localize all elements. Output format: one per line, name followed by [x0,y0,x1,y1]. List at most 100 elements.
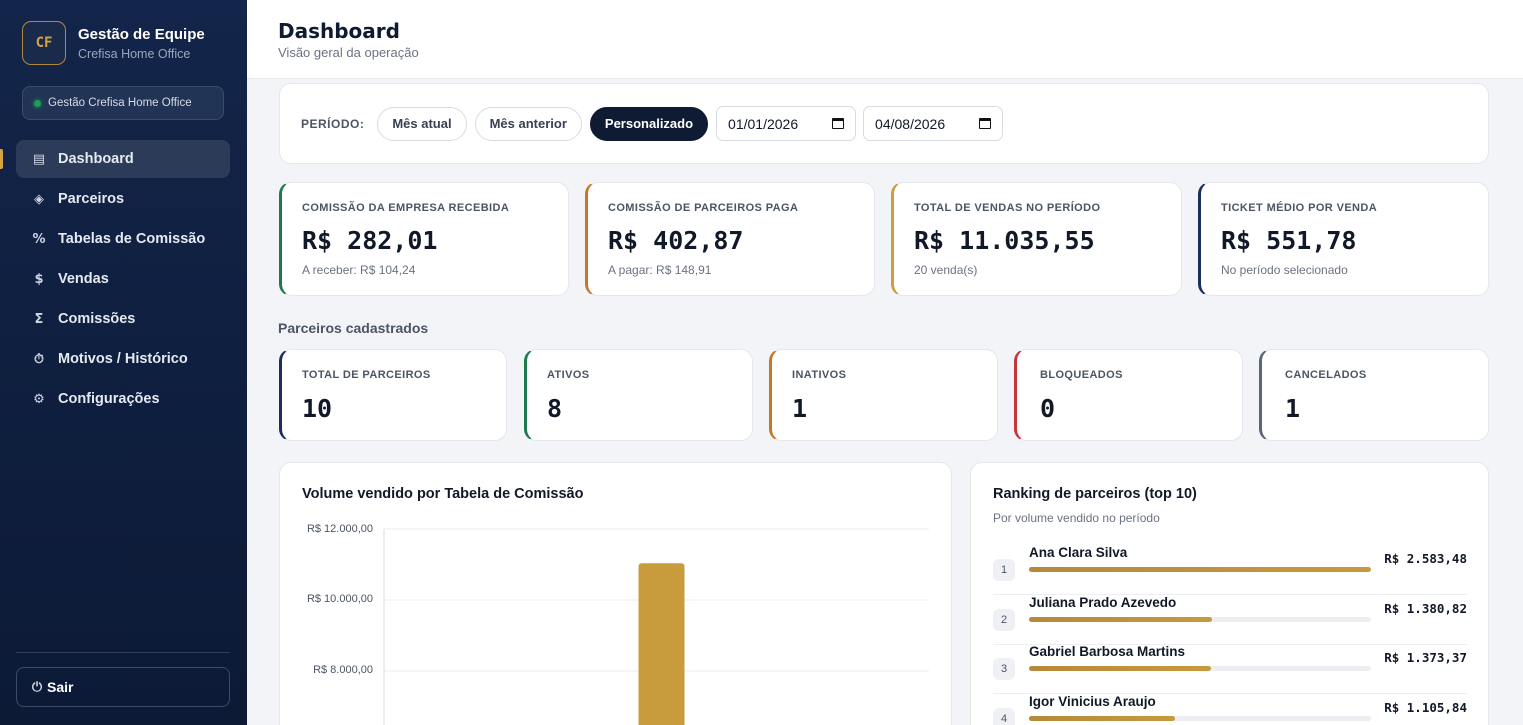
kpi-card-partner-commission: COMISSÃO DE PARCEIROS PAGA R$ 402,87 A p… [585,182,875,296]
sidebar-item-label: Dashboard [58,151,134,167]
period-label: PERÍODO: [301,116,365,131]
stat-value: 8 [547,394,563,423]
app-title: Gestão de Equipe [78,25,205,43]
stat-label: TOTAL DE PARCEIROS [302,369,431,381]
row-divider [993,594,1467,595]
page-subtitle: Visão geral da operação [278,45,419,60]
logout-button[interactable]: ⏻ Sair [16,667,230,707]
ranking-row[interactable]: 3 Gabriel Barbosa Martins R$ 1.373,37 [993,644,1467,694]
partner-stat-cancelled: CANCELADOS 1 [1259,349,1489,441]
app-logo: CF [22,21,66,65]
period-current-month-button[interactable]: Mês atual [377,106,467,141]
partner-name: Juliana Prado Azevedo [1029,595,1177,610]
kpi-subtext: A receber: R$ 104,24 [302,263,416,277]
kpi-card-total-sales: TOTAL DE VENDAS NO PERÍODO R$ 11.035,55 … [891,182,1182,296]
partner-name: Ana Clara Silva [1029,545,1128,560]
stat-label: BLOQUEADOS [1040,369,1123,381]
ranking-row[interactable]: 1 Ana Clara Silva R$ 2.583,48 [993,545,1467,595]
org-name: Gestão Crefisa Home Office [48,97,192,109]
rank-bar-track [1029,666,1371,671]
kpi-card-average-ticket: TICKET MÉDIO POR VENDA R$ 551,78 No perí… [1198,182,1489,296]
start-date-value: 01/01/2026 [728,115,799,132]
partners-section-title: Parceiros cadastrados [278,320,429,336]
partner-volume: R$ 1.380,82 [1384,601,1467,616]
partner-stat-inactive: INATIVOS 1 [769,349,998,441]
y-tick-label: R$ 10.000,00 [306,593,373,605]
stat-value: 1 [792,394,808,423]
sidebar-item-configuracoes[interactable]: ⚙ Configurações [16,380,230,418]
sidebar-item-label: Tabelas de Comissão [58,231,206,247]
rank-bar-track [1029,617,1371,622]
start-date-input[interactable]: 01/01/2026 [716,106,857,141]
end-date-input[interactable]: 04/08/2026 [863,106,1004,141]
dollar-icon: $ [34,271,44,287]
bar-chart [383,528,929,725]
sidebar-item-label: Comissões [58,311,136,327]
status-dot-icon [34,99,41,107]
stopwatch-icon: ⏱ [33,351,45,367]
chart-bar[interactable] [638,563,685,725]
sidebar-item-comissoes[interactable]: Σ Comissões [16,300,230,338]
power-icon: ⏻ [31,679,43,695]
partner-name: Gabriel Barbosa Martins [1029,644,1186,659]
logout-label: Sair [47,679,74,695]
partner-volume: R$ 2.583,48 [1384,551,1467,566]
kpi-label: TOTAL DE VENDAS NO PERÍODO [914,202,1101,214]
kpi-value: R$ 11.035,55 [914,226,1095,255]
kpi-label: COMISSÃO DE PARCEIROS PAGA [608,202,799,214]
partner-stat-blocked: BLOQUEADOS 0 [1014,349,1243,441]
row-divider [993,693,1467,694]
stat-value: 10 [302,394,333,423]
sidebar-item-motivos-historico[interactable]: ⏱ Motivos / Histórico [16,340,230,378]
rank-bar-fill [1029,716,1176,721]
partner-ranking-card: Ranking de parceiros (top 10) Por volume… [970,462,1489,725]
kpi-value: R$ 402,87 [608,226,744,255]
kpi-label: TICKET MÉDIO POR VENDA [1221,202,1378,214]
y-tick-label: R$ 8.000,00 [313,664,373,676]
rank-position: 1 [993,559,1015,581]
partner-stat-total: TOTAL DE PARCEIROS 10 [279,349,507,441]
calendar-icon[interactable] [832,118,845,129]
rank-bar-fill [1029,567,1371,572]
stat-label: CANCELADOS [1285,369,1367,381]
rank-bar-track [1029,716,1371,721]
brand: CF Gestão de Equipe Crefisa Home Office [22,21,205,65]
stat-label: INATIVOS [792,369,847,381]
kpi-label: COMISSÃO DA EMPRESA RECEBIDA [302,202,510,214]
sidebar-nav: ▤ Dashboard ◈ Parceiros % Tabelas de Com… [0,140,230,420]
chart-title: Volume vendido por Tabela de Comissão [302,486,584,502]
sidebar-item-label: Parceiros [58,191,125,207]
kpi-card-company-commission: COMISSÃO DA EMPRESA RECEBIDA R$ 282,01 A… [279,182,569,296]
org-selector[interactable]: Gestão Crefisa Home Office [22,86,224,120]
kpi-subtext: No período selecionado [1221,263,1348,277]
period-previous-month-button[interactable]: Mês anterior [474,106,582,141]
app-subtitle: Crefisa Home Office [78,46,191,61]
page-title: Dashboard [278,19,400,43]
sidebar-item-label: Vendas [58,271,109,287]
ranking-subtitle: Por volume vendido no período [993,511,1160,525]
ranking-row[interactable]: 4 Igor Vinicius Araujo R$ 1.105,84 [993,694,1467,725]
rank-position: 3 [993,658,1015,680]
period-custom-button[interactable]: Personalizado [589,106,709,141]
diamond-icon: ◈ [34,191,44,207]
sidebar-item-label: Motivos / Histórico [58,351,188,367]
sidebar-item-parceiros[interactable]: ◈ Parceiros [16,180,230,218]
rank-position: 2 [993,609,1015,631]
period-filter: PERÍODO: Mês atual Mês anterior Personal… [279,83,1489,164]
end-date-value: 04/08/2026 [875,115,946,132]
sigma-icon: Σ [34,311,44,327]
percent-icon: % [32,231,46,247]
kpi-subtext: A pagar: R$ 148,91 [608,263,712,277]
row-divider [993,644,1467,645]
rank-position: 4 [993,708,1015,725]
kpi-value: R$ 551,78 [1221,226,1357,255]
partner-volume: R$ 1.373,37 [1384,650,1467,665]
stat-label: ATIVOS [547,369,590,381]
ranking-row[interactable]: 2 Juliana Prado Azevedo R$ 1.380,82 [993,595,1467,645]
sidebar-item-vendas[interactable]: $ Vendas [16,260,230,298]
partner-volume: R$ 1.105,84 [1384,700,1467,715]
calendar-icon[interactable] [979,118,992,129]
sidebar-item-dashboard[interactable]: ▤ Dashboard [0,140,230,178]
sidebar: CF Gestão de Equipe Crefisa Home Office … [0,0,247,725]
sidebar-item-tabelas-comissao[interactable]: % Tabelas de Comissão [16,220,230,258]
